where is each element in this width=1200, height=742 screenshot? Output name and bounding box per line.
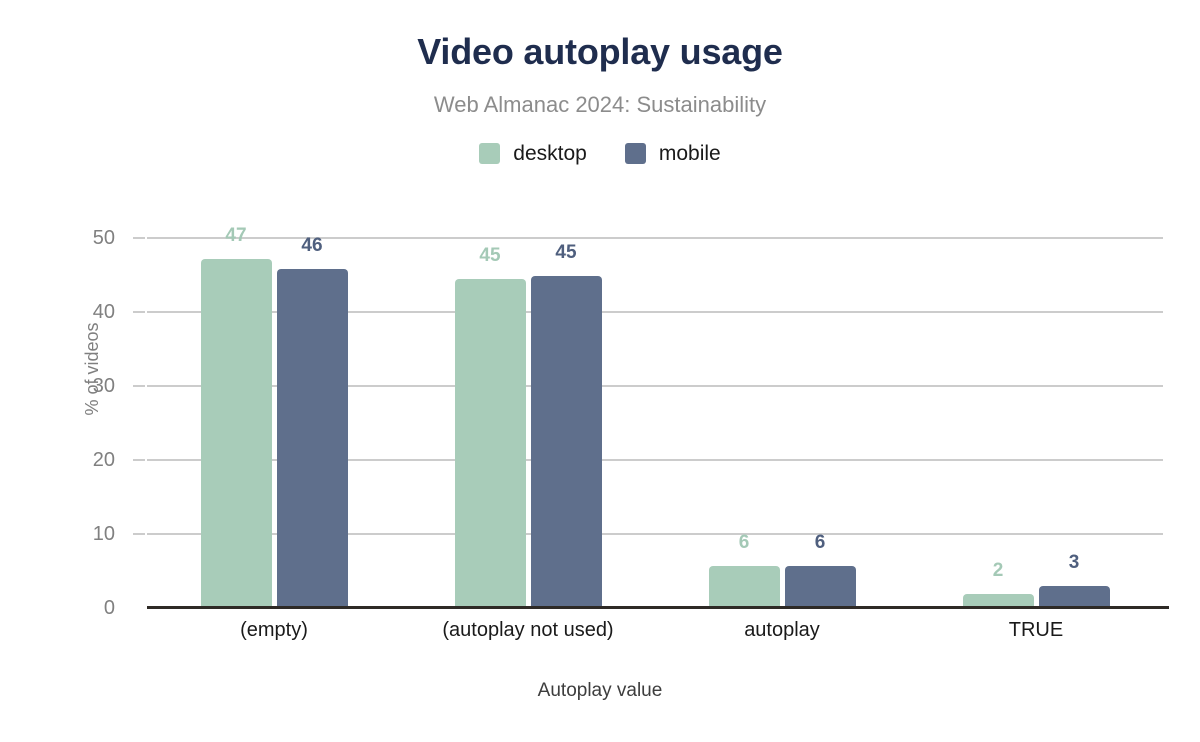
y-axis-tick-mark	[133, 385, 145, 387]
y-axis-tick-mark	[133, 237, 145, 239]
legend-label-mobile: mobile	[658, 142, 721, 165]
legend-item-desktop[interactable]: desktop	[479, 143, 587, 164]
y-axis-tick-label: 50	[92, 227, 115, 249]
y-axis-tick-label: 30	[92, 375, 115, 397]
bar-desktop-2[interactable]	[708, 565, 780, 608]
y-axis-tick-mark	[133, 533, 145, 535]
y-axis-tick-label: 20	[92, 449, 115, 471]
bar-desktop-3[interactable]	[962, 593, 1034, 608]
chart-legend: desktop mobile	[0, 143, 1200, 164]
y-axis-tick-mark	[133, 311, 145, 313]
y-axis-tick-label: 40	[92, 301, 115, 323]
x-axis-tick-label-0: (empty)	[240, 619, 308, 641]
gridline	[147, 385, 1163, 387]
bar-value-label-mobile-0: 46	[301, 235, 323, 257]
legend-swatch-desktop	[479, 143, 501, 164]
bar-value-label-desktop-0: 47	[225, 225, 247, 247]
x-axis-tick-label-3: TRUE	[1008, 619, 1064, 641]
x-axis-tick-label-2: autoplay	[744, 619, 820, 641]
bar-mobile-1[interactable]	[530, 275, 602, 608]
x-axis-baseline	[147, 606, 1169, 609]
bar-value-label-mobile-2: 6	[814, 531, 826, 553]
bar-value-label-mobile-3: 3	[1068, 551, 1080, 573]
legend-label-desktop: desktop	[513, 142, 587, 165]
bar-desktop-1[interactable]	[454, 279, 526, 608]
y-axis-tick-label: 10	[92, 523, 115, 545]
gridline	[147, 311, 1163, 313]
chart-title: Video autoplay usage	[417, 31, 783, 72]
gridline	[147, 237, 1163, 239]
bar-value-label-desktop-1: 45	[479, 245, 501, 267]
y-axis-tick-mark	[133, 459, 145, 461]
bar-mobile-2[interactable]	[784, 565, 856, 608]
bar-value-label-desktop-2: 6	[738, 531, 750, 553]
x-axis-tick-label-1: (autoplay not used)	[442, 619, 614, 641]
bar-value-label-mobile-1: 45	[555, 241, 577, 263]
bar-value-label-desktop-3: 2	[992, 559, 1004, 581]
bar-mobile-3[interactable]	[1038, 585, 1110, 608]
y-axis-tick-label: 0	[103, 597, 115, 619]
plot-area: 47 46 45 45 6 6 2 3	[133, 226, 1163, 608]
bar-desktop-0[interactable]	[200, 259, 272, 608]
chart-subtitle: Web Almanac 2024: Sustainability	[433, 92, 767, 117]
x-axis-title: Autoplay value	[537, 680, 663, 701]
bar-mobile-0[interactable]	[276, 269, 348, 608]
gridline	[147, 459, 1163, 461]
legend-swatch-mobile	[624, 143, 646, 164]
gridline	[147, 533, 1163, 535]
legend-item-mobile[interactable]: mobile	[624, 142, 721, 165]
